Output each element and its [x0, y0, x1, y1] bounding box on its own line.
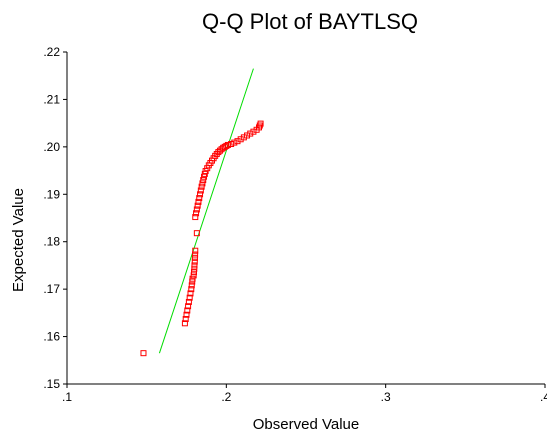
data-point: [200, 177, 207, 184]
data-point: [193, 230, 200, 237]
reference-line-group: [158, 68, 254, 354]
data-point: [199, 180, 206, 187]
data-point: [188, 286, 195, 293]
data-point: [191, 262, 198, 269]
data-point: [228, 141, 235, 148]
x-tick-label: .4: [540, 390, 547, 404]
data-point: [234, 138, 241, 145]
x-axis-label: Observed Value: [253, 416, 359, 433]
x-tick-label: .2: [221, 390, 231, 404]
data-point: [198, 183, 205, 190]
x-tick-label: .1: [62, 390, 72, 404]
data-point: [183, 311, 190, 318]
data-point: [197, 187, 204, 194]
data-point: [192, 247, 199, 254]
reference-line: [158, 68, 254, 354]
data-point: [191, 265, 198, 272]
data-point: [255, 124, 262, 131]
data-point: [193, 206, 200, 213]
y-tick-label: .17: [43, 282, 60, 296]
data-point: [195, 198, 202, 205]
data-point: [212, 152, 219, 159]
data-point: [185, 303, 192, 310]
data-point: [250, 128, 257, 135]
data-point: [224, 141, 231, 148]
data-point: [185, 298, 192, 305]
data-point: [187, 290, 194, 297]
x-axis-ticks: .1 .2 .3 .4: [62, 384, 547, 404]
y-tick-label: .20: [43, 140, 60, 154]
data-point: [193, 210, 200, 217]
x-tick-label: .3: [381, 390, 391, 404]
data-point: [190, 272, 197, 279]
data-point: [190, 269, 197, 276]
chart-title: Q-Q Plot of BAYTLSQ: [202, 9, 418, 34]
data-point: [237, 136, 244, 143]
data-point: [192, 214, 199, 221]
y-tick-label: .22: [43, 45, 60, 59]
data-point: [140, 350, 147, 357]
data-point: [181, 320, 188, 327]
data-point: [192, 251, 199, 258]
y-axis-label: Expected Value: [10, 188, 27, 292]
data-point: [257, 120, 264, 127]
data-point: [197, 191, 204, 198]
data-point: [231, 139, 238, 146]
data-point: [196, 195, 203, 202]
y-tick-label: .18: [43, 235, 60, 249]
data-point: [191, 258, 198, 265]
data-points-group: [140, 120, 264, 357]
data-point: [182, 316, 189, 323]
data-point: [188, 282, 195, 289]
y-tick-label: .21: [43, 92, 60, 106]
y-tick-label: .19: [43, 187, 60, 201]
data-point: [213, 150, 220, 157]
data-point: [244, 132, 251, 139]
y-tick-label: .16: [43, 330, 60, 344]
data-point: [240, 134, 247, 141]
data-point: [186, 294, 193, 301]
y-axis-ticks: .15 .16 .17 .18 .19 .20 .21 .22: [43, 45, 67, 391]
data-point: [221, 143, 228, 150]
data-point: [184, 307, 191, 314]
data-point: [247, 130, 254, 137]
y-tick-label: .15: [43, 377, 60, 391]
data-point: [189, 275, 196, 282]
data-point: [194, 202, 201, 209]
data-point: [191, 254, 198, 261]
data-point: [256, 122, 263, 129]
